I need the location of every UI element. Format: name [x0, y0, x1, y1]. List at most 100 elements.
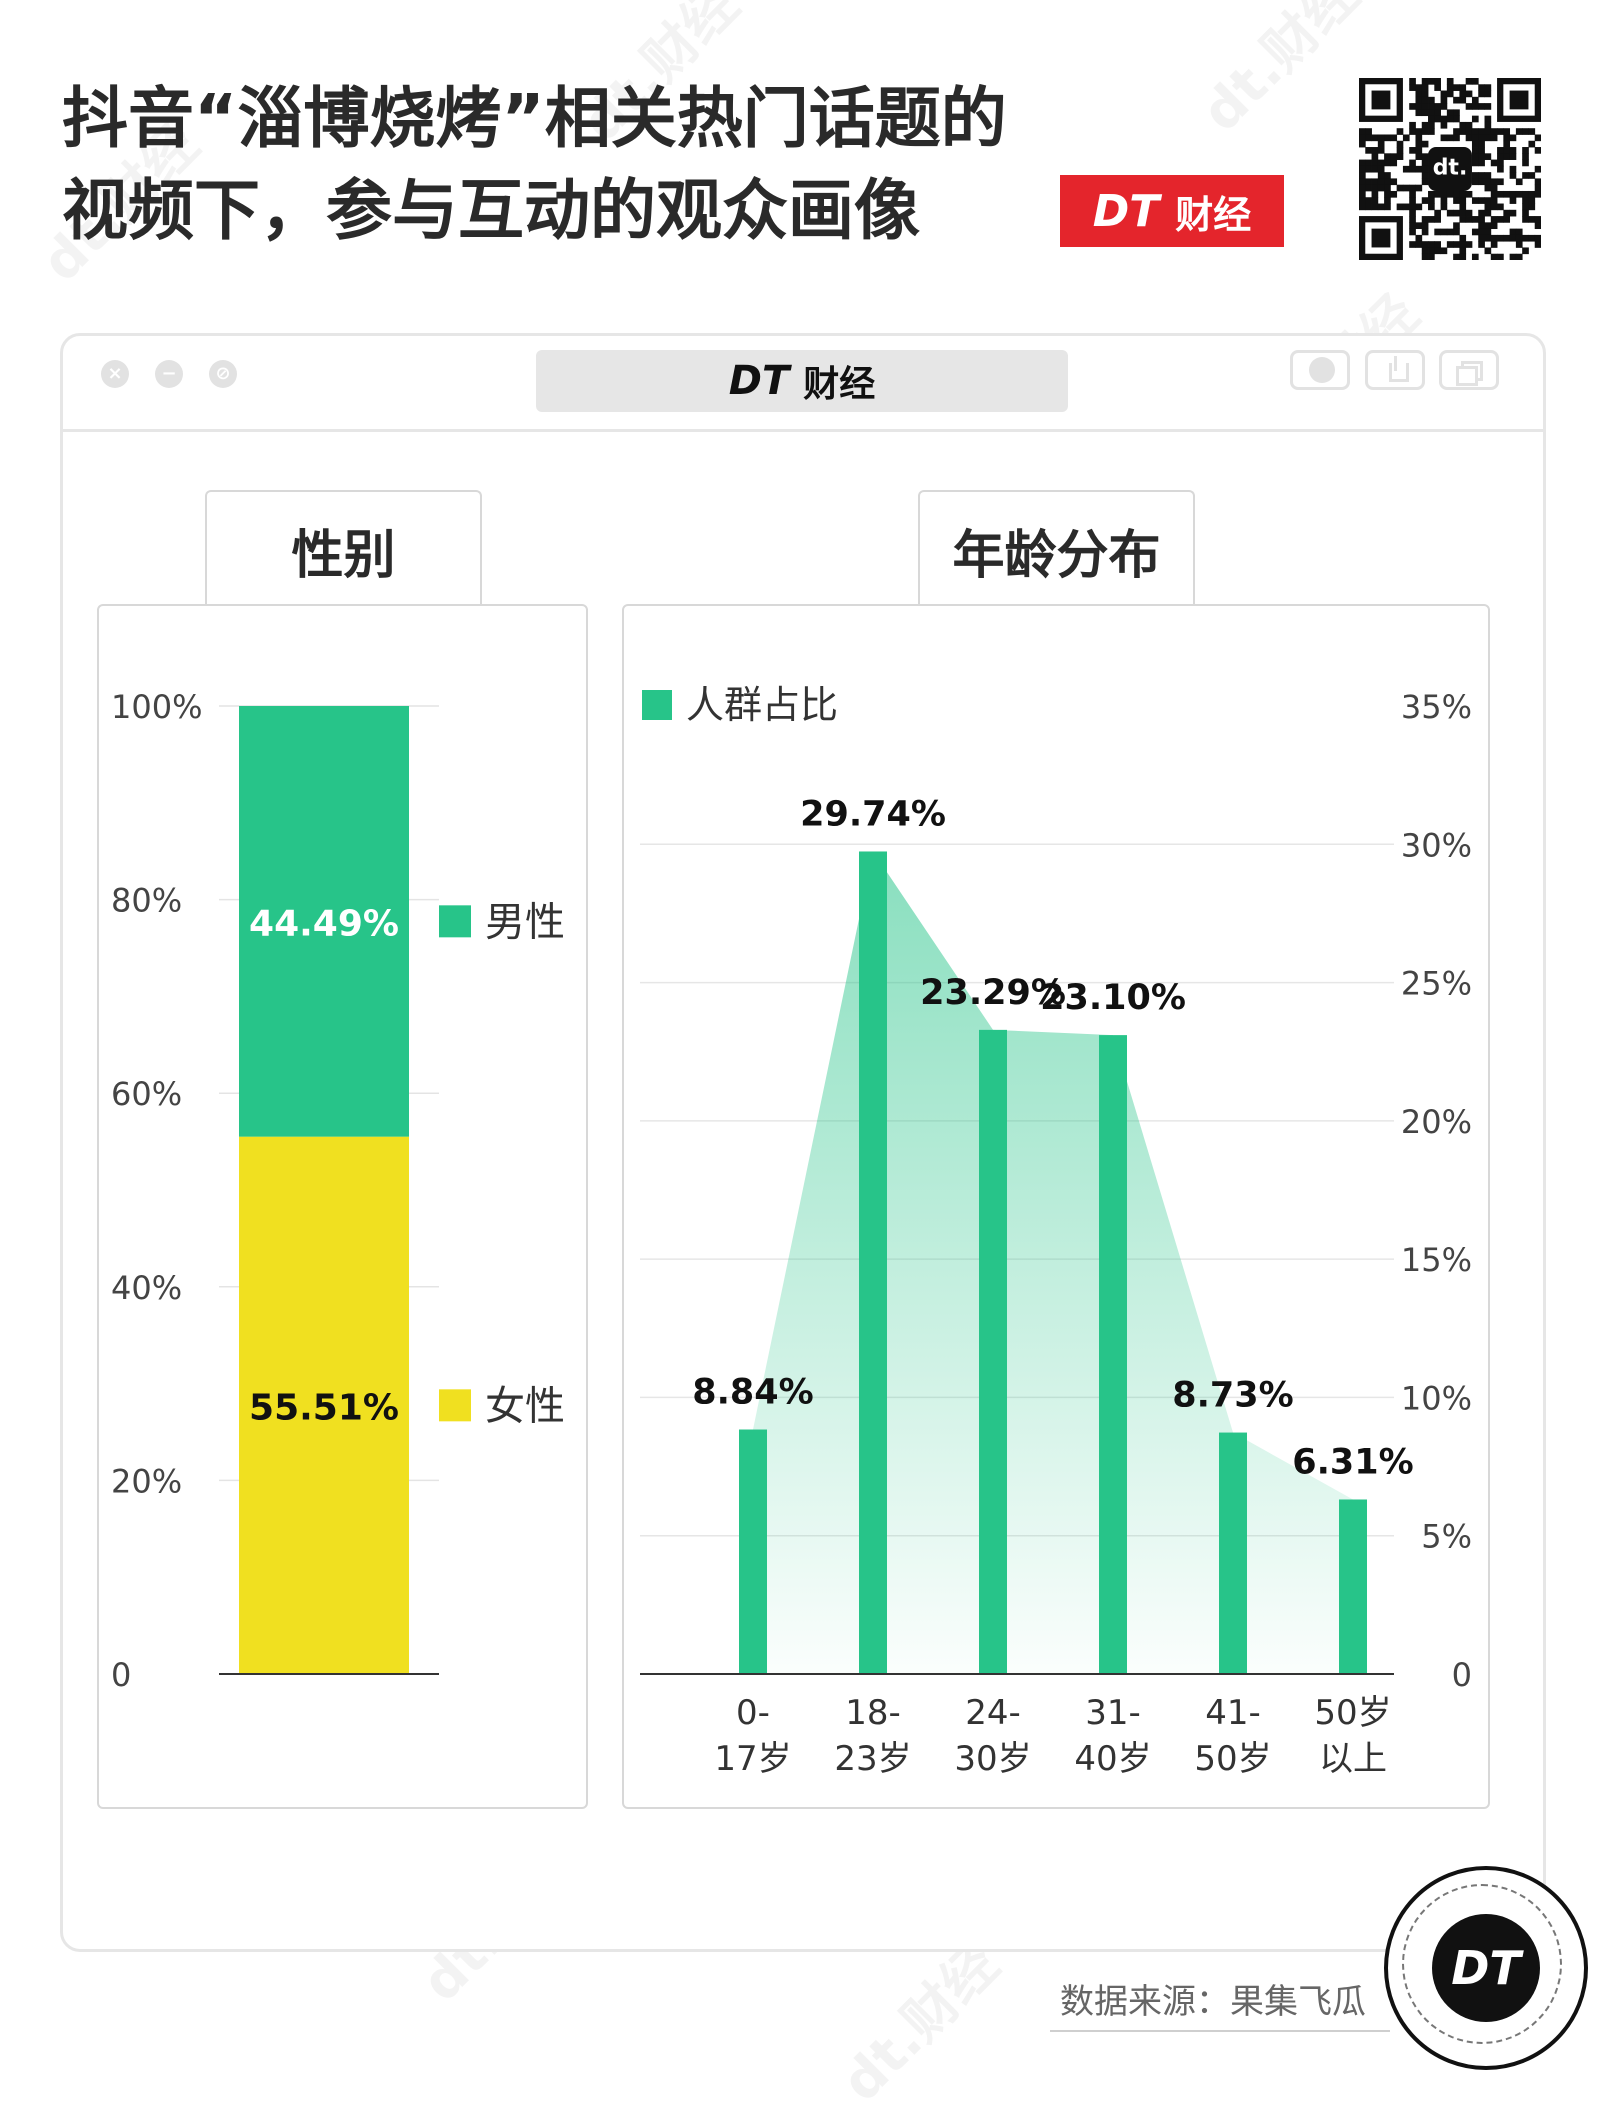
qr-module [1434, 84, 1441, 91]
qr-module [1503, 153, 1511, 160]
tab-gender[interactable]: 性别 [205, 490, 482, 608]
qr-module [1384, 184, 1391, 192]
page-title-line-2: 视频下，参与互动的观众画像 [62, 172, 920, 249]
qr-module [1484, 90, 1492, 98]
qr-module [1484, 84, 1492, 91]
qr-module [1421, 128, 1429, 135]
qr-module [1484, 209, 1492, 217]
qr-module [1390, 190, 1398, 198]
copy-icon[interactable] [1439, 350, 1499, 390]
qr-module [1421, 84, 1429, 91]
qr-module [1377, 178, 1385, 186]
qr-module [1371, 153, 1379, 160]
qr-module [1484, 103, 1492, 110]
qr-module [1534, 216, 1541, 223]
qr-module [1509, 153, 1517, 160]
qr-module [1428, 241, 1435, 248]
qr-module [1478, 222, 1485, 230]
qr-module [1415, 234, 1423, 242]
qr-module [1459, 128, 1467, 135]
qr-module [1390, 159, 1398, 167]
disable-window-icon[interactable]: ⊘ [209, 360, 237, 388]
y-tick-label: 25% [1401, 965, 1472, 1003]
qr-module [1509, 165, 1517, 173]
bar-segment-1 [239, 706, 409, 1137]
qr-module [1402, 184, 1410, 192]
qr-module [1478, 159, 1485, 167]
qr-module [1365, 128, 1372, 135]
qr-module [1465, 103, 1473, 110]
qr-module [1478, 128, 1485, 135]
data-label: 23.10% [1040, 978, 1186, 1018]
qr-module [1459, 96, 1467, 104]
qr-module [1453, 115, 1460, 123]
qr-module [1428, 247, 1435, 255]
y-tick-label: 0 [111, 1656, 131, 1694]
qr-module [1478, 90, 1485, 98]
qr-module [1509, 172, 1517, 179]
footer-divider [1050, 2030, 1390, 2032]
qr-module [1509, 197, 1517, 204]
record-icon[interactable] [1290, 350, 1350, 390]
qr-module [1377, 184, 1385, 192]
x-tick-label: 18- [845, 1693, 901, 1733]
qr-module [1371, 159, 1379, 167]
qr-module [1359, 134, 1366, 142]
qr-module [1359, 172, 1366, 179]
qr-module [1409, 222, 1416, 230]
qr-finder-core [1371, 90, 1391, 110]
qr-module [1415, 90, 1423, 98]
tab-age-distribution[interactable]: 年龄分布 [918, 490, 1195, 608]
qr-module [1409, 103, 1416, 110]
qr-module [1490, 128, 1498, 135]
qr-module [1359, 140, 1366, 148]
data-label: 23.29% [920, 973, 1066, 1013]
qr-module [1490, 253, 1498, 260]
qr-module [1396, 140, 1404, 148]
qr-module [1446, 90, 1454, 98]
qr-module [1409, 197, 1416, 204]
qr-module [1471, 128, 1479, 135]
qr-module [1409, 184, 1416, 192]
qr-module [1359, 184, 1366, 192]
qr-module [1528, 140, 1536, 148]
qr-module [1365, 165, 1372, 173]
qr-module [1365, 184, 1372, 192]
data-label: 44.49% [249, 903, 399, 944]
qr-module [1509, 134, 1517, 142]
qr-module [1421, 103, 1429, 110]
qr-module [1528, 172, 1536, 179]
x-tick-label: 50岁 [1194, 1739, 1271, 1779]
qr-module [1478, 197, 1485, 204]
qr-module [1509, 228, 1517, 236]
legend-label: 人群占比 [686, 683, 838, 727]
qr-module [1446, 241, 1454, 248]
qr-module [1384, 134, 1391, 142]
qr-module [1421, 241, 1429, 248]
qr-module [1459, 253, 1467, 260]
qr-module [1509, 209, 1517, 217]
qr-module [1446, 190, 1454, 198]
qr-module [1522, 197, 1529, 204]
qr-module [1478, 172, 1485, 179]
close-window-icon[interactable]: × [101, 360, 129, 388]
qr-module [1484, 121, 1492, 129]
qr-module [1377, 203, 1385, 211]
qr-code[interactable]: dt. [1359, 78, 1541, 260]
qr-module [1421, 78, 1429, 85]
qr-module [1365, 159, 1372, 167]
minimize-window-icon[interactable]: − [155, 360, 183, 388]
qr-module [1522, 234, 1529, 242]
qr-module [1409, 209, 1416, 217]
qr-module [1484, 184, 1492, 192]
data-label: 8.73% [1172, 1376, 1293, 1416]
qr-module [1471, 147, 1479, 154]
qr-module [1384, 172, 1391, 179]
qr-module [1434, 209, 1441, 217]
qr-module [1459, 247, 1467, 255]
share-icon[interactable] [1365, 350, 1425, 390]
qr-module [1428, 78, 1435, 85]
qr-module [1371, 134, 1379, 142]
qr-module [1522, 216, 1529, 223]
qr-module [1459, 203, 1467, 211]
